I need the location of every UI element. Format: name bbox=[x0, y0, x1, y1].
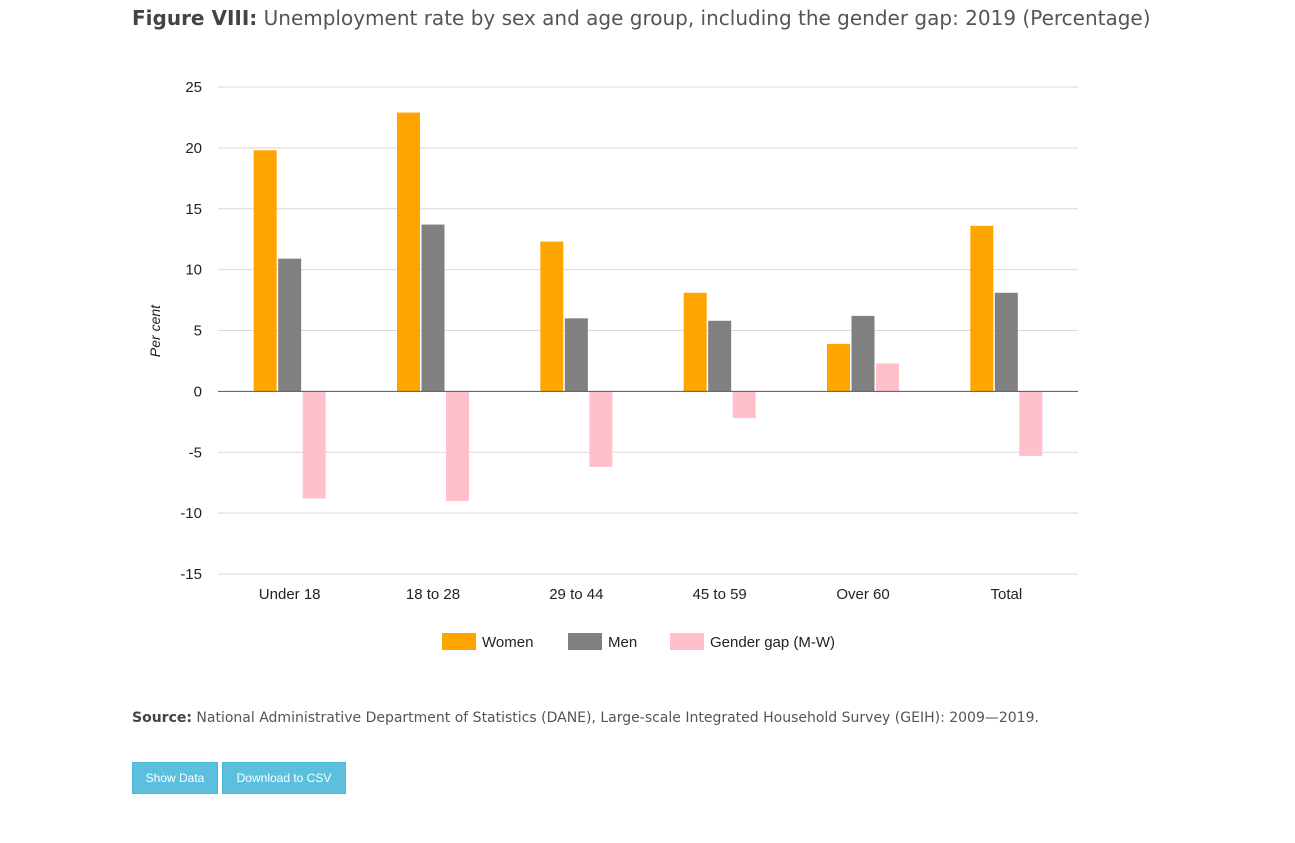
bar bbox=[589, 391, 613, 467]
legend-label: Men bbox=[608, 634, 637, 651]
x-tick-label: Over 60 bbox=[836, 586, 889, 603]
x-tick-label: Total bbox=[990, 586, 1022, 603]
y-tick-label: 0 bbox=[194, 383, 202, 400]
x-tick-label: 18 to 28 bbox=[406, 586, 460, 603]
legend-item: Gender gap (M-W) bbox=[670, 633, 835, 651]
y-tick-label: 10 bbox=[185, 262, 202, 279]
figure-title-text: Unemployment rate by sex and age group, … bbox=[263, 6, 1151, 30]
legend-label: Gender gap (M-W) bbox=[710, 634, 835, 651]
x-tick-label: 29 to 44 bbox=[549, 586, 603, 603]
y-tick-label: -15 bbox=[180, 566, 202, 583]
figure-label: Figure VIII: bbox=[132, 6, 258, 30]
bar bbox=[397, 112, 420, 392]
bar bbox=[302, 391, 326, 499]
source-note: Source: National Administrative Departme… bbox=[132, 710, 1039, 726]
bar bbox=[851, 315, 875, 392]
y-tick-label: 20 bbox=[185, 140, 202, 157]
y-axis-label: Per cent bbox=[147, 304, 163, 357]
bar bbox=[876, 363, 899, 392]
bar bbox=[253, 150, 277, 392]
show-data-button[interactable]: Show Data bbox=[132, 762, 218, 794]
bar bbox=[446, 391, 469, 501]
bar bbox=[421, 224, 445, 392]
source-text: National Administrative Department of St… bbox=[196, 710, 1039, 726]
bars bbox=[253, 112, 1043, 501]
legend-item: Men bbox=[568, 633, 637, 651]
bar bbox=[994, 292, 1018, 392]
legend-item: Women bbox=[442, 633, 533, 651]
bar bbox=[683, 292, 707, 392]
legend-swatch bbox=[568, 633, 602, 650]
x-axis-ticks: Under 18 18 to 28 29 to 44 45 to 59 Over 60 T… bbox=[259, 586, 1022, 603]
download-csv-button[interactable]: Download to CSV bbox=[222, 762, 346, 794]
x-tick-label: Under 18 bbox=[259, 586, 321, 603]
bar bbox=[827, 343, 850, 392]
bar bbox=[540, 241, 564, 392]
legend-swatch bbox=[670, 633, 704, 650]
legend-swatch bbox=[442, 633, 476, 650]
bar bbox=[970, 225, 994, 392]
y-axis-ticks: 25 20 15 10 5 0 -5 -10 -15 bbox=[180, 79, 202, 583]
y-tick-label: -5 bbox=[189, 444, 202, 461]
bar bbox=[278, 258, 302, 392]
grid-lines bbox=[218, 86, 1078, 575]
bar bbox=[732, 391, 756, 419]
x-tick-label: 45 to 59 bbox=[693, 586, 747, 603]
bar bbox=[564, 318, 588, 392]
y-tick-label: -10 bbox=[180, 505, 202, 522]
legend-label: Women bbox=[482, 634, 533, 651]
figure-title: Figure VIII: Unemployment rate by sex an… bbox=[132, 6, 1151, 30]
source-label: Source: bbox=[132, 710, 192, 726]
y-tick-label: 25 bbox=[185, 79, 202, 96]
legend: Women Men Gender gap (M-W) bbox=[442, 633, 835, 651]
bar bbox=[1019, 391, 1043, 456]
y-tick-label: 5 bbox=[194, 323, 202, 340]
y-tick-label: 15 bbox=[185, 201, 202, 218]
bar-chart: 25 20 15 10 5 0 -5 -10 -15 Per cent Under 18 18 t… bbox=[147, 79, 1078, 651]
bar bbox=[708, 320, 732, 392]
